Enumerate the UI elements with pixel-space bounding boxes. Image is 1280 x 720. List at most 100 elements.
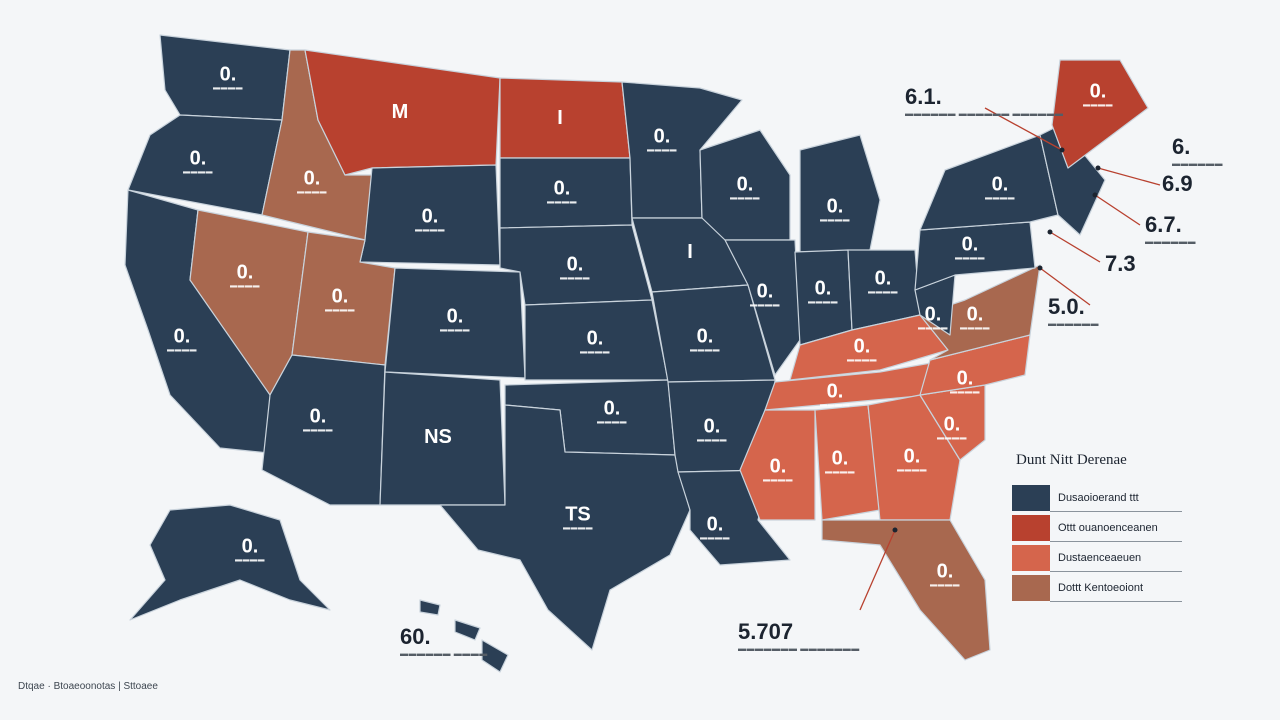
state-wy[interactable] xyxy=(359,164,501,266)
state-value: 0. xyxy=(703,415,721,438)
callout-sublabel: ▬▬▬▬▬▬ ▬▬▬▬▬▬ ▬▬▬▬▬▬ xyxy=(905,109,1064,118)
state-label-oh: 0. ▬▬▬▬ xyxy=(868,269,898,296)
callout-fl: 5.707 ▬▬▬▬▬▬▬ ▬▬▬▬▬▬▬ xyxy=(738,619,860,654)
callout-value: 6.7. xyxy=(1145,212,1182,237)
state-sublabel: ▬▬▬▬ xyxy=(930,581,960,589)
state-label-nc: 0. ▬▬▬▬ xyxy=(950,369,980,396)
state-value: 0. xyxy=(446,305,464,328)
state-value: 0. xyxy=(303,167,321,190)
state-sublabel: ▬▬▬▬ xyxy=(730,194,760,202)
state-value: 0. xyxy=(966,303,984,326)
state-value: 0. xyxy=(826,195,844,218)
callout-ne6: 5.0. ▬▬▬▬▬▬ xyxy=(1048,295,1099,329)
callout-leader-line xyxy=(1097,167,1161,186)
state-label-ar: 0. ▬▬▬▬ xyxy=(697,417,727,444)
callout-ne4: 6.7. ▬▬▬▬▬▬ xyxy=(1145,212,1196,247)
legend-label: Ottt ouanoenceanen xyxy=(1050,515,1182,542)
state-sublabel: ▬▬▬▬ xyxy=(415,226,445,234)
state-value: 0. xyxy=(603,397,621,420)
state-label-nm: NS xyxy=(424,427,452,447)
state-sublabel: ▬▬▬▬ xyxy=(440,326,470,334)
state-label-mt: M xyxy=(392,102,409,122)
state-label-fl: 0. ▬▬▬▬ xyxy=(930,562,960,589)
state-mi[interactable] xyxy=(799,134,881,253)
legend-label: Dustaenceaeuen xyxy=(1050,545,1182,572)
state-sublabel: ▬▬▬▬ xyxy=(560,274,590,282)
state-me[interactable] xyxy=(1051,59,1149,169)
state-sublabel: ▬▬▬▬ xyxy=(580,348,610,356)
state-value: 0. xyxy=(331,285,349,308)
legend-label: Dusaoioerand ttt xyxy=(1050,485,1182,512)
state-sublabel: ▬▬▬▬ xyxy=(750,301,780,309)
state-sublabel: ▬▬▬▬ xyxy=(950,388,980,396)
state-value: 0. xyxy=(874,267,892,290)
state-label-ia: I xyxy=(687,242,693,262)
state-ny[interactable] xyxy=(919,134,1059,231)
legend-label: Dottt Kentoeoiont xyxy=(1050,575,1182,602)
state-va[interactable] xyxy=(919,264,1041,361)
callout-ne2: 6. ▬▬▬▬▬▬ xyxy=(1172,135,1223,169)
callout-sublabel: ▬▬▬▬▬▬ xyxy=(1172,159,1223,168)
callout-leader-line xyxy=(1049,231,1101,263)
state-label-ky: 0. ▬▬▬▬ xyxy=(847,337,877,364)
state-sublabel: ▬▬▬▬ xyxy=(700,534,730,542)
state-sublabel: ▬▬▬▬ xyxy=(325,306,355,314)
callout-value: 5.707 xyxy=(738,619,794,644)
state-value: 0. xyxy=(1089,80,1107,103)
legend-swatch xyxy=(1012,515,1050,541)
state-label-nd: I xyxy=(557,108,563,128)
callout-sublabel: ▬▬▬▬▬▬▬ ▬▬▬▬▬▬▬ xyxy=(738,644,860,653)
state-az[interactable] xyxy=(261,354,386,506)
state-or[interactable] xyxy=(127,114,283,216)
state-tx[interactable] xyxy=(439,404,691,651)
state-value: 0. xyxy=(241,535,259,558)
state-sublabel: ▬▬▬▬ xyxy=(808,298,838,306)
state-hi[interactable] xyxy=(419,599,509,673)
state-label-wi: 0. ▬▬▬▬ xyxy=(730,175,760,202)
callout-anchor-dot xyxy=(1037,265,1043,271)
state-sublabel: ▬▬▬▬ xyxy=(690,346,720,354)
callout-anchor-dot xyxy=(1047,229,1053,235)
callout-ne1: 6.1. ▬▬▬▬▬▬ ▬▬▬▬▬▬ ▬▬▬▬▬▬ xyxy=(905,85,1064,119)
legend-swatch xyxy=(1012,545,1050,571)
callout-ne5: 7.3 xyxy=(1105,252,1136,276)
state-sublabel: ▬▬▬▬ xyxy=(955,254,985,262)
state-value: 0. xyxy=(826,380,844,403)
state-label-ga: 0. ▬▬▬▬ xyxy=(897,447,927,474)
state-label-az: 0. ▬▬▬▬ xyxy=(303,407,333,434)
state-value: 0. xyxy=(586,327,604,350)
state-value: 0. xyxy=(566,253,584,276)
state-label-sd: 0. ▬▬▬▬ xyxy=(547,179,577,206)
state-ms[interactable] xyxy=(739,409,816,521)
state-sublabel: ▬▬▬▬ xyxy=(960,324,990,332)
callout-value: 60. xyxy=(400,624,431,649)
callout-sublabel: ▬▬▬▬▬▬ xyxy=(1048,319,1099,328)
state-il[interactable] xyxy=(724,239,801,376)
state-sublabel: ▬▬▬▬ xyxy=(1083,101,1113,109)
callout-leader-line xyxy=(859,529,896,611)
callout-leader-line xyxy=(1094,194,1141,226)
callout-anchor-dot xyxy=(892,527,898,533)
state-sublabel: ▬▬▬▬ xyxy=(167,346,197,354)
state-label-wa: 0. ▬▬▬▬ xyxy=(213,65,243,92)
legend-swatch xyxy=(1012,485,1050,511)
state-value: 0. xyxy=(769,455,787,478)
state-sublabel: ▬▬▬▬ xyxy=(897,466,927,474)
state-sublabel: ▬▬▬▬ xyxy=(820,216,850,224)
state-label-nv: 0. ▬▬▬▬ xyxy=(230,263,260,290)
state-sublabel: ▬▬▬▬ xyxy=(847,356,877,364)
state-label-ms: 0. ▬▬▬▬ xyxy=(763,457,793,484)
state-value: 0. xyxy=(961,233,979,256)
state-ga[interactable] xyxy=(867,394,961,521)
state-ak[interactable] xyxy=(129,504,331,621)
state-fl[interactable] xyxy=(821,519,991,661)
state-label-or: 0. ▬▬▬▬ xyxy=(183,149,213,176)
state-label-ca: 0. ▬▬▬▬ xyxy=(167,327,197,354)
state-sublabel: ▬▬▬▬ xyxy=(868,288,898,296)
state-label-al: 0. ▬▬▬▬ xyxy=(825,449,855,476)
legend-item: Dottt Kentoeoiont xyxy=(1012,575,1182,602)
state-sublabel: ▬▬▬▬ xyxy=(547,198,577,206)
state-nd[interactable] xyxy=(499,77,631,159)
state-value: 0. xyxy=(924,303,942,326)
